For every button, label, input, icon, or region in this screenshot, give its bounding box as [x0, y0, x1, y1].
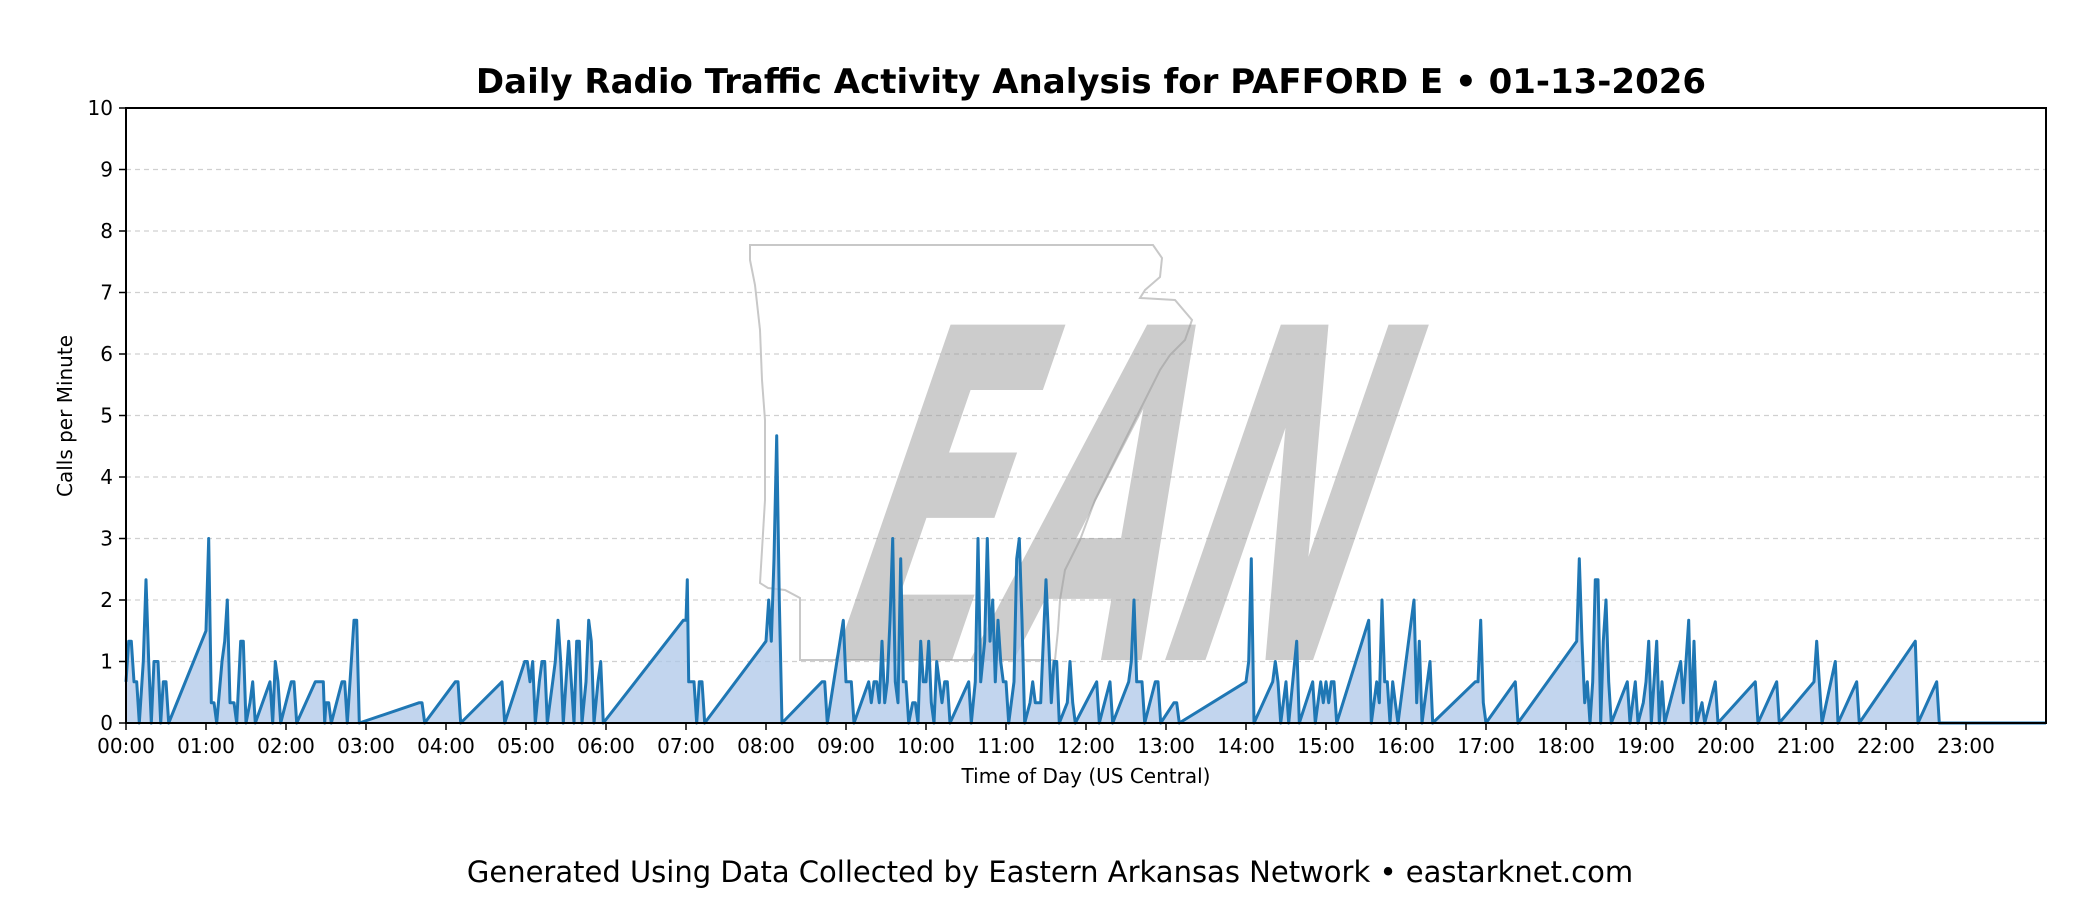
- x-tick-label: 04:00: [417, 734, 475, 758]
- x-tick-label: 00:00: [97, 734, 155, 758]
- x-axis: 00:00 01:00 02:00 03:00 04:00 05:00 06:00 07:00…: [97, 723, 1995, 758]
- y-tick-label: 0: [100, 711, 113, 735]
- gridlines: [126, 168, 2046, 663]
- y-tick-label: 9: [100, 158, 113, 182]
- y-axis-label: Calls per Minute: [53, 335, 77, 497]
- arkansas-outline-icon: [749, 244, 1194, 661]
- y-tick-label: 7: [100, 281, 113, 305]
- series-area-fill: [126, 435, 2046, 723]
- y-tick-label: 2: [100, 588, 113, 612]
- series-line: [124, 434, 2046, 725]
- plot-area: [124, 434, 2046, 725]
- x-tick-label: 21:00: [1777, 734, 1835, 758]
- x-tick-label: 09:00: [817, 734, 875, 758]
- y-tick-label: 4: [100, 465, 113, 489]
- x-tick-label: 10:00: [897, 734, 955, 758]
- x-tick-label: 06:00: [577, 734, 635, 758]
- x-tick-label: 08:00: [737, 734, 795, 758]
- y-axis: 0 1 2 3 4 5 6 7 8 9 10: [88, 96, 126, 735]
- y-tick-label: 3: [100, 527, 113, 551]
- chart-title: Daily Radio Traffic Activity Analysis fo…: [476, 62, 1706, 102]
- x-tick-label: 20:00: [1697, 734, 1755, 758]
- y-tick-label: 1: [100, 650, 113, 674]
- x-tick-label: 15:00: [1297, 734, 1355, 758]
- x-tick-label: 14:00: [1217, 734, 1275, 758]
- x-axis-label: Time of Day (US Central): [961, 764, 1211, 788]
- x-tick-label: 02:00: [257, 734, 315, 758]
- x-tick-label: 12:00: [1057, 734, 1115, 758]
- x-tick-label: 16:00: [1377, 734, 1435, 758]
- x-tick-label: 03:00: [337, 734, 395, 758]
- x-tick-label: 07:00: [657, 734, 715, 758]
- x-tick-label: 11:00: [977, 734, 1035, 758]
- x-tick-label: 23:00: [1937, 734, 1995, 758]
- y-tick-label: 6: [100, 342, 113, 366]
- y-tick-label: 8: [100, 219, 113, 243]
- x-tick-label: 18:00: [1537, 734, 1595, 758]
- x-tick-label: 22:00: [1857, 734, 1915, 758]
- x-tick-label: 01:00: [177, 734, 235, 758]
- footer-credit: Generated Using Data Collected by Easter…: [466, 855, 1634, 889]
- x-tick-label: 13:00: [1137, 734, 1195, 758]
- y-tick-label: 5: [100, 404, 113, 428]
- y-tick-label: 10: [88, 96, 113, 120]
- x-tick-label: 19:00: [1617, 734, 1675, 758]
- x-tick-label: 17:00: [1457, 734, 1515, 758]
- x-tick-label: 05:00: [497, 734, 555, 758]
